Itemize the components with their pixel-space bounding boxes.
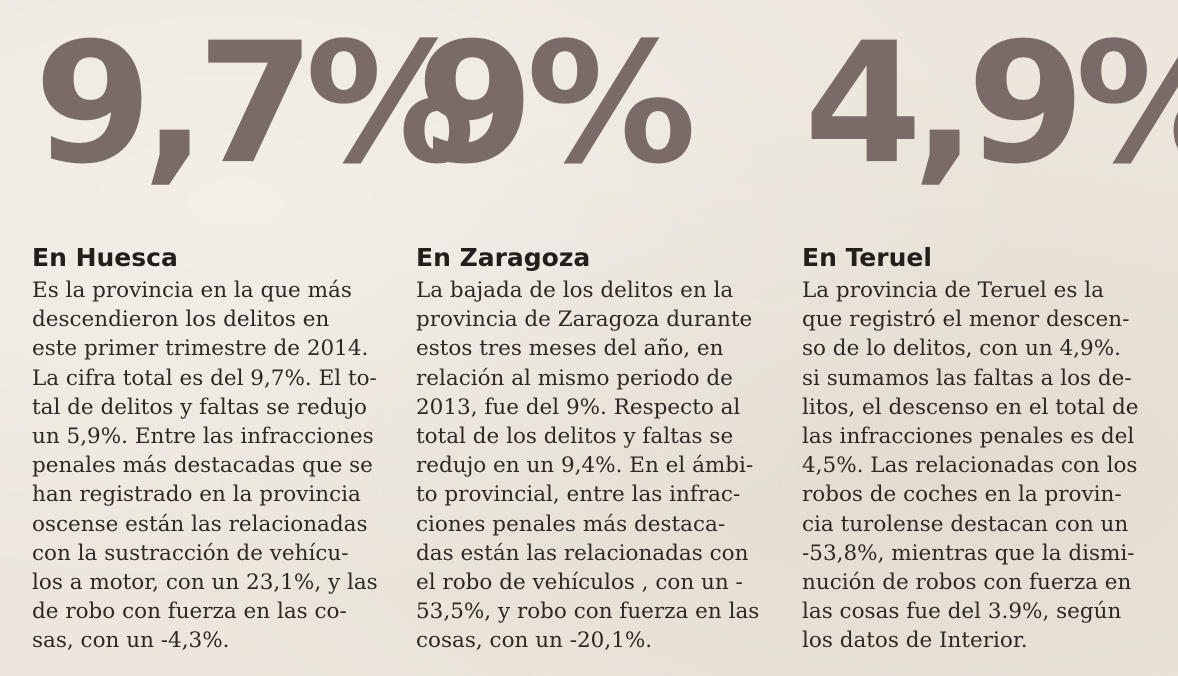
text-line: los a motor, con un 23,1%, y las — [32, 570, 378, 596]
column-huesca: 9,7% En Huesca Es la provincia en la que… — [32, 0, 475, 676]
text-line: nución de robos con fuerza en — [802, 570, 1132, 596]
text-line: han registrado en la provincia — [32, 482, 361, 508]
text-line: los datos de Interior. — [802, 628, 1028, 654]
body-text-teruel: La provincia de Teruel es la que registr… — [802, 276, 1154, 656]
text-line: sas, con un -4,3%. — [32, 628, 230, 654]
text-line: 4,5%. Las relacionadas con los — [802, 453, 1138, 479]
text-line: litos, el descenso en el total de — [802, 394, 1139, 420]
text-line: oscense están las relacionadas — [32, 511, 368, 537]
text-line: total de los delitos y faltas se — [416, 424, 734, 450]
text-line: un 5,9%. Entre las infracciones — [32, 424, 374, 450]
headline-figure-zaragoza: 9% — [416, 7, 697, 202]
text-line: Es la provincia en la que más — [32, 278, 352, 303]
text-line: las infracciones penales es del — [802, 424, 1135, 450]
headline-figure-huesca: 9,7% — [34, 7, 475, 202]
text-line: con la sustracción de vehícu- — [32, 540, 349, 566]
text-line: descendieron los delitos en — [32, 307, 330, 333]
text-line: penales más destacadas que se — [32, 453, 373, 479]
column-zaragoza: 9% En Zaragoza La bajada de los delitos … — [416, 0, 772, 676]
text-line: La cifra total es del 9,7%. El to- — [32, 365, 377, 391]
section-heading-huesca: En Huesca — [32, 243, 178, 272]
text-line: relación al mismo periodo de — [416, 365, 733, 391]
text-line: este primer trimestre de 2014. — [32, 336, 369, 362]
text-line: to provincial, entre las infrac- — [416, 482, 741, 508]
text-line: so de lo delitos, con un 4,9%. — [802, 336, 1121, 362]
text-line: robos de coches en la provin- — [802, 482, 1122, 508]
text-line: -53,8%, mientras que la dismi- — [802, 540, 1135, 566]
headline-figure-teruel: 4,9% — [804, 7, 1178, 202]
text-line: ciones penales más destaca- — [416, 511, 726, 537]
body-text-huesca: Es la provincia en la que más descendier… — [32, 276, 384, 656]
text-line: das están las relacionadas con — [416, 540, 749, 566]
text-line: 2013, fue del 9%. Respecto al — [416, 394, 741, 420]
text-line: provincia de Zaragoza durante — [416, 307, 753, 333]
text-line: estos tres meses del año, en — [416, 336, 724, 362]
text-line: de robo con fuerza en las co- — [32, 599, 347, 625]
section-heading-zaragoza: En Zaragoza — [416, 243, 591, 272]
column-teruel: 4,9% En Teruel La provincia de Teruel es… — [802, 0, 1178, 676]
text-line: 53,5%, y robo con fuerza en las — [416, 599, 760, 625]
text-line: las cosas fue del 3.9%, según — [802, 599, 1122, 625]
text-line: La bajada de los delitos en la — [416, 278, 734, 303]
section-heading-teruel: En Teruel — [802, 243, 932, 272]
text-line: tal de delitos y faltas se redujo — [32, 394, 367, 420]
text-line: redujo en un 9,4%. En el ámbi- — [416, 453, 754, 479]
body-text-zaragoza: La bajada de los delitos en la provincia… — [416, 276, 768, 656]
text-line: cosas, con un -20,1%. — [416, 628, 653, 654]
text-line: el robo de vehículos , con un - — [416, 570, 743, 596]
text-line: cia turolense destacan con un — [802, 511, 1129, 537]
text-line: La provincia de Teruel es la — [802, 278, 1104, 303]
text-line: si sumamos las faltas a los de- — [802, 365, 1132, 391]
text-line: que registró el menor descen- — [802, 307, 1130, 333]
